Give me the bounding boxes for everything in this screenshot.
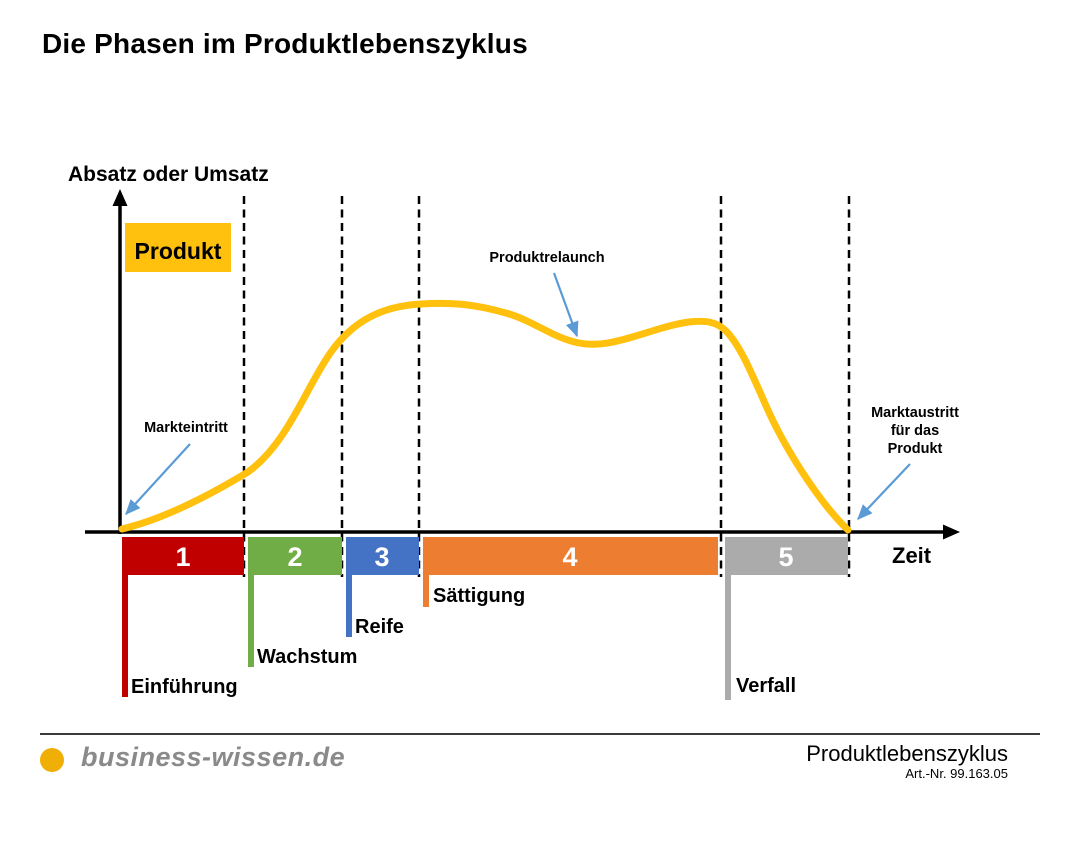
x-axis-label: Zeit bbox=[892, 543, 932, 568]
lifecycle-diagram: Absatz oder Umsatz Produkt 1 2 3 bbox=[68, 163, 960, 700]
brand-logo: business-wissen.de bbox=[81, 742, 346, 772]
brand-dot-icon bbox=[40, 748, 64, 772]
annotation-market-exit-line2: für das bbox=[891, 423, 939, 439]
x-axis-arrow-icon bbox=[943, 524, 960, 540]
product-box-label: Produkt bbox=[135, 238, 222, 264]
phase-bar-3 bbox=[346, 537, 419, 575]
footer-divider bbox=[40, 733, 1040, 735]
annotation-market-entry: Markteintritt bbox=[144, 420, 228, 436]
footer-art-no: Art.-Nr. 99.163.05 bbox=[905, 766, 1008, 781]
market-entry-arrow bbox=[125, 443, 191, 515]
phase-label-1: Einführung bbox=[131, 676, 238, 698]
phase-number-1: 1 bbox=[175, 542, 190, 572]
phase-label-4: Sättigung bbox=[433, 585, 525, 607]
annotation-market-exit-line1: Marktaustritt bbox=[871, 405, 959, 421]
phase-bar-5 bbox=[725, 537, 848, 575]
phase-label-2: Wachstum bbox=[257, 646, 357, 668]
phase-label-5: Verfall bbox=[736, 675, 796, 697]
market-exit-arrow bbox=[857, 463, 911, 520]
phase-number-4: 4 bbox=[562, 542, 577, 572]
y-axis-arrow-icon bbox=[112, 189, 128, 206]
lifecycle-curve bbox=[118, 299, 852, 534]
footer-right: Produktlebenszyklus Art.-Nr. 99.163.05 bbox=[806, 741, 1008, 782]
phase-number-5: 5 bbox=[778, 542, 793, 572]
phase-bar-4 bbox=[423, 537, 718, 575]
phase-number-3: 3 bbox=[374, 542, 389, 572]
phase-bar-1 bbox=[122, 537, 244, 575]
footer-doc-title: Produktlebenszyklus bbox=[806, 741, 1008, 766]
page-title: Die Phasen im Produktlebenszyklus bbox=[42, 28, 528, 59]
annotation-relaunch: Produktrelaunch bbox=[489, 250, 604, 266]
y-axis-label: Absatz oder Umsatz bbox=[68, 163, 269, 186]
phase-number-2: 2 bbox=[287, 542, 302, 572]
phase-label-3: Reife bbox=[355, 616, 404, 638]
product-box bbox=[125, 223, 231, 272]
phase-bar-2 bbox=[248, 537, 342, 575]
relaunch-arrow bbox=[552, 272, 579, 338]
annotation-market-exit-line3: Produkt bbox=[888, 441, 943, 457]
